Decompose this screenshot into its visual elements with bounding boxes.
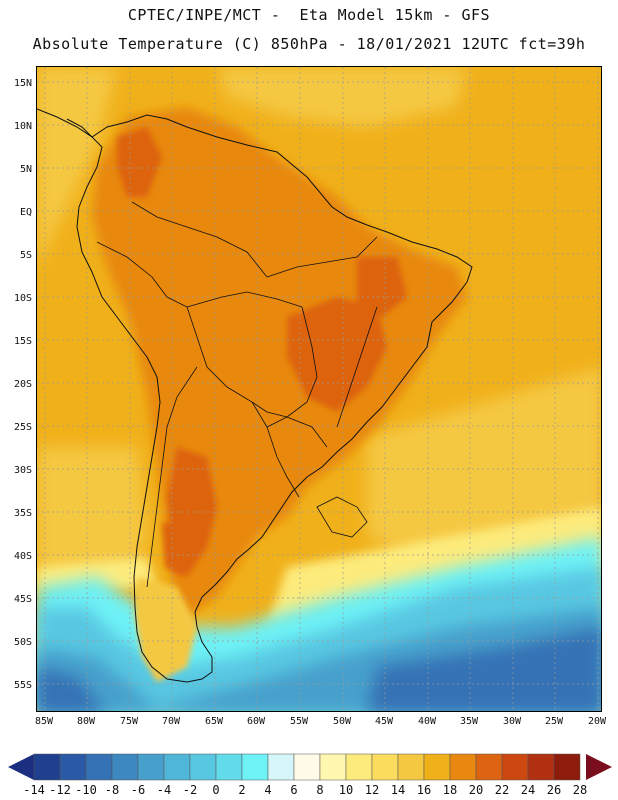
colorbar-cell xyxy=(397,753,425,781)
colorbar-cell xyxy=(59,753,87,781)
colorbar-label: 8 xyxy=(316,783,324,797)
colorbar-cell xyxy=(319,753,347,781)
colorbar-under-arrow xyxy=(8,754,34,780)
lat-label-20s: 20S xyxy=(13,379,32,390)
map-title: CPTEC/INPE/MCT - Eta Model 15km - GFS xyxy=(127,6,491,24)
lat-label-15s: 15S xyxy=(13,336,32,347)
lat-label-30s: 30S xyxy=(13,465,32,476)
field-hot-colombia xyxy=(117,127,162,197)
map-subtitle: Absolute Temperature (C) 850hPa - 18/01/… xyxy=(32,35,586,53)
colorbar-label: 20 xyxy=(468,783,484,797)
lon-label-35w: 35W xyxy=(459,716,479,727)
colorbar-label: -14 xyxy=(23,783,45,797)
lat-label-eq: EQ xyxy=(19,207,32,218)
colorbar-cell xyxy=(449,753,477,781)
colorbar-label: 22 xyxy=(494,783,510,797)
field-hot-east xyxy=(357,257,407,317)
colorbar-label: 24 xyxy=(520,783,536,797)
south-america-coastline xyxy=(37,108,473,683)
colorbar-label: 12 xyxy=(364,783,380,797)
colorbar-label: -4 xyxy=(156,783,172,797)
colorbar-cell xyxy=(553,753,581,781)
lat-label-50s: 50S xyxy=(13,637,32,648)
lon-label-85w: 85W xyxy=(34,716,54,727)
field-north-band xyxy=(217,67,467,127)
colorbar-label: 18 xyxy=(442,783,458,797)
colorbar-cell xyxy=(501,753,529,781)
colorbar-cell xyxy=(267,753,295,781)
colorbar-label: -2 xyxy=(182,783,198,797)
lat-label-40s: 40S xyxy=(13,551,32,562)
colorbar-label: 14 xyxy=(390,783,406,797)
lon-label-70w: 70W xyxy=(161,716,181,727)
lon-label-50w: 50W xyxy=(332,716,352,727)
colorbar-label: -12 xyxy=(49,783,71,797)
colorbar-cell xyxy=(241,753,269,781)
colorbar-label: 0 xyxy=(212,783,220,797)
colorbar-label: -6 xyxy=(130,783,146,797)
colorbar-label: 10 xyxy=(338,783,354,797)
lat-label-15n: 15N xyxy=(13,78,32,89)
lon-label-30w: 30W xyxy=(502,716,522,727)
colorbar-cell xyxy=(423,753,451,781)
colorbar-cell xyxy=(163,753,191,781)
colorbar-cell xyxy=(527,753,555,781)
colorbar-cell xyxy=(475,753,503,781)
lat-label-5n: 5N xyxy=(19,164,32,175)
lon-label-60w: 60W xyxy=(246,716,266,727)
lon-label-25w: 25W xyxy=(544,716,564,727)
lat-label-10n: 10N xyxy=(13,121,32,132)
colorbar-over-arrow xyxy=(586,754,612,780)
colorbar-label: 2 xyxy=(238,783,246,797)
lat-label-25s: 25S xyxy=(13,422,32,433)
lat-label-55s: 55S xyxy=(13,680,32,691)
lat-lon-grid xyxy=(37,67,601,711)
colorbar-label: 16 xyxy=(416,783,432,797)
lon-label-75w: 75W xyxy=(119,716,139,727)
colorbar-label: 6 xyxy=(290,783,298,797)
country-borders xyxy=(96,201,378,588)
field-deep-blue-east xyxy=(367,627,601,711)
colorbar-cell xyxy=(371,753,399,781)
lat-label-10s: 10S xyxy=(13,293,32,304)
lon-label-40w: 40W xyxy=(417,716,437,727)
colorbar xyxy=(8,753,612,781)
colorbar-label: 28 xyxy=(572,783,588,797)
colorbar-cell xyxy=(345,753,373,781)
colorbar-cell xyxy=(85,753,113,781)
lon-label-20w: 20W xyxy=(587,716,607,727)
lat-label-35s: 35S xyxy=(13,508,32,519)
field-hot-patagonia xyxy=(162,522,197,577)
temperature-map[interactable] xyxy=(36,66,602,712)
colorbar-cell xyxy=(111,753,139,781)
colorbar-cell xyxy=(189,753,217,781)
lat-label-5s: 5S xyxy=(19,250,32,261)
field-deep-blue-west xyxy=(37,667,106,711)
lat-label-45s: 45S xyxy=(13,594,32,605)
colorbar-cell xyxy=(33,753,61,781)
lon-label-65w: 65W xyxy=(204,716,224,727)
colorbar-label: 26 xyxy=(546,783,562,797)
colorbar-label: -10 xyxy=(75,783,97,797)
colorbar-cell xyxy=(215,753,243,781)
lon-label-55w: 55W xyxy=(289,716,309,727)
colorbar-cell xyxy=(137,753,165,781)
temperature-field-svg xyxy=(37,67,601,711)
colorbar-label: 4 xyxy=(264,783,272,797)
colorbar-label: -8 xyxy=(104,783,120,797)
field-patagonia-tip xyxy=(135,577,197,682)
lon-label-80w: 80W xyxy=(76,716,96,727)
colorbar-cell xyxy=(293,753,321,781)
lon-label-45w: 45W xyxy=(374,716,394,727)
